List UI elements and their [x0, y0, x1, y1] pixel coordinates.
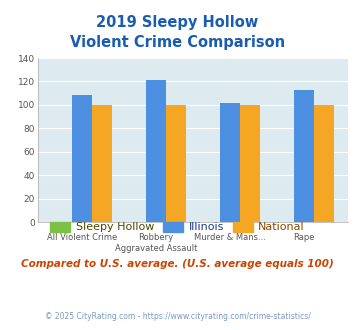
Bar — [294, 90, 314, 222]
Text: Violent Crime Comparison: Violent Crime Comparison — [70, 35, 285, 50]
Text: © 2025 CityRating.com - https://www.cityrating.com/crime-statistics/: © 2025 CityRating.com - https://www.city… — [45, 312, 310, 321]
Bar — [166, 105, 186, 222]
Text: All Violent Crime: All Violent Crime — [47, 233, 117, 242]
Bar — [240, 105, 260, 222]
Bar — [146, 80, 166, 222]
Text: Rape: Rape — [293, 233, 315, 242]
Text: 2019 Sleepy Hollow: 2019 Sleepy Hollow — [96, 15, 259, 30]
Legend: Sleepy Hollow, Illinois, National: Sleepy Hollow, Illinois, National — [50, 222, 305, 232]
Bar — [314, 105, 334, 222]
Bar — [72, 95, 92, 222]
Text: Aggravated Assault: Aggravated Assault — [115, 244, 197, 253]
Bar — [220, 103, 240, 222]
Text: Murder & Mans...: Murder & Mans... — [194, 233, 266, 242]
Text: Compared to U.S. average. (U.S. average equals 100): Compared to U.S. average. (U.S. average … — [21, 259, 334, 269]
Text: Robbery: Robbery — [138, 233, 174, 242]
Bar — [92, 105, 112, 222]
